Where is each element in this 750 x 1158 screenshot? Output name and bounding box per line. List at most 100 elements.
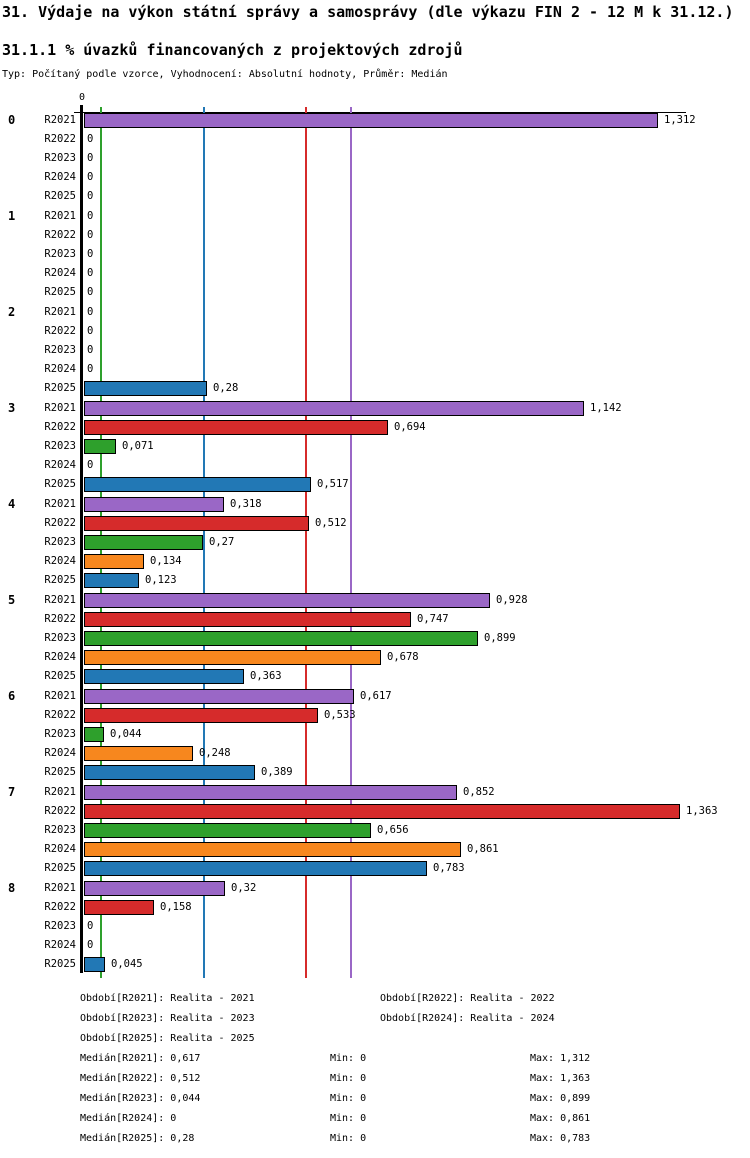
stats-median-value: Medián[R2021]: 0,617: [80, 1053, 201, 1064]
bar-row-6-R2023: R2023 0,044: [0, 725, 750, 744]
bar-group-1: 1 R2021 0 R2022 0 R2023 0 R2024 0 R2025 0: [0, 207, 750, 302]
series-row-label: R2025: [44, 670, 76, 682]
bar-row-1-R2023: R2023 0: [0, 245, 750, 264]
series-row-label: R2024: [44, 651, 76, 663]
bar-value-label: 0,656: [377, 824, 409, 836]
page-title: 31. Výdaje na výkon státní správy a samo…: [2, 3, 734, 21]
bar-R2025: [84, 957, 105, 972]
series-row-label: R2025: [44, 382, 76, 394]
stats-min-value: Min: 0: [330, 1093, 367, 1104]
bar-row-6-R2022: R2022 0,533: [0, 706, 750, 725]
bar-R2025: [84, 669, 244, 684]
bar-value-label: 0: [87, 229, 94, 241]
series-row-label: R2022: [44, 901, 76, 913]
series-row-label: R2025: [44, 766, 76, 778]
bar-value-label: 0,389: [261, 766, 293, 778]
series-row-label: R2023: [44, 920, 76, 932]
bar-row-2-R2024: R2024 0: [0, 360, 750, 379]
series-row-label: R2021: [44, 402, 76, 414]
bar-row-3-R2022: R2022 0,694: [0, 418, 750, 437]
series-row-label: R2024: [44, 555, 76, 567]
series-row-label: R2021: [44, 498, 76, 510]
stats-row: Medián[R2024]: 0 Min: 0 Max: 0,861: [0, 1109, 750, 1129]
series-row-label: R2025: [44, 574, 76, 586]
series-row-label: R2023: [44, 632, 76, 644]
chart-subtitle: 31.1.1 % úvazků financovaných z projekto…: [2, 41, 463, 59]
series-row-label: R2024: [44, 843, 76, 855]
stats-min-value: Min: 0: [330, 1133, 367, 1144]
bar-value-label: 0,27: [209, 536, 235, 548]
bar-row-3-R2023: R2023 0,071: [0, 437, 750, 456]
bar-row-5-R2024: R2024 0,678: [0, 648, 750, 667]
series-row-label: R2025: [44, 862, 76, 874]
stats-min-value: Min: 0: [330, 1113, 367, 1124]
legend-row: Období[R2025]: Realita - 2025: [0, 1029, 750, 1049]
bar-row-5-R2025: R2025 0,363: [0, 667, 750, 686]
bar-row-0-R2023: R2023 0: [0, 149, 750, 168]
bar-value-label: 0,899: [484, 632, 516, 644]
bar-R2023: [84, 439, 116, 454]
bar-value-label: 0: [87, 939, 94, 951]
series-row-label: R2023: [44, 440, 76, 452]
legend-entry: Období[R2021]: Realita - 2021: [80, 993, 255, 1004]
bar-group-5: 5 R2021 0,928 R2022 0,747 R2023 0,899 R2024 0,67…: [0, 591, 750, 686]
bar-R2021: [84, 881, 225, 896]
bar-R2024: [84, 842, 461, 857]
bar-value-label: 0,678: [387, 651, 419, 663]
legend-entry: Období[R2025]: Realita - 2025: [80, 1033, 255, 1044]
axis-top-line: [74, 112, 686, 113]
bar-value-label: 1,312: [664, 114, 696, 126]
bar-value-label: 0,852: [463, 786, 495, 798]
median-line-R2021: [350, 107, 352, 978]
bar-R2021: [84, 689, 354, 704]
series-row-label: R2024: [44, 939, 76, 951]
legend-entry: Období[R2023]: Realita - 2023: [80, 1013, 255, 1024]
bar-row-3-R2025: R2025 0,517: [0, 475, 750, 494]
bar-row-1-R2024: R2024 0: [0, 264, 750, 283]
series-row-label: R2025: [44, 478, 76, 490]
median-line-R2025: [203, 107, 205, 978]
stats-row: Medián[R2025]: 0,28 Min: 0 Max: 0,783: [0, 1129, 750, 1149]
bar-R2021: [84, 401, 584, 416]
series-row-label: R2022: [44, 613, 76, 625]
legend-row: Období[R2021]: Realita - 2021 Období[R202…: [0, 989, 750, 1009]
bar-row-2-R2022: R2022 0: [0, 322, 750, 341]
bar-row-0-R2025: R2025 0: [0, 187, 750, 206]
series-row-label: R2023: [44, 536, 76, 548]
bar-value-label: 0: [87, 344, 94, 356]
stats-max-value: Max: 1,363: [530, 1073, 591, 1084]
stats-max-value: Max: 0,783: [530, 1133, 591, 1144]
bar-value-label: 0: [87, 210, 94, 222]
bar-row-6-R2025: R2025 0,389: [0, 763, 750, 782]
bar-row-8-R2022: R2022 0,158: [0, 898, 750, 917]
bar-row-3-R2024: R2024 0: [0, 456, 750, 475]
bar-R2025: [84, 477, 311, 492]
bar-row-1-R2022: R2022 0: [0, 226, 750, 245]
bar-value-label: 0,517: [317, 478, 349, 490]
stats-row: Medián[R2021]: 0,617 Min: 0 Max: 1,312: [0, 1049, 750, 1069]
bar-R2023: [84, 631, 478, 646]
bar-group-7: 7 R2021 0,852 R2022 1,363 R2023 0,656 R2024 0,86…: [0, 783, 750, 878]
bar-row-5-R2022: R2022 0,747: [0, 610, 750, 629]
bar-value-label: 0,928: [496, 594, 528, 606]
bar-row-2-R2023: R2023 0: [0, 341, 750, 360]
bar-value-label: 0,694: [394, 421, 426, 433]
bar-R2025: [84, 573, 139, 588]
group-label: 8: [8, 881, 16, 895]
bar-value-label: 0,28: [213, 382, 239, 394]
bar-value-label: 0: [87, 267, 94, 279]
group-label: 1: [8, 209, 16, 223]
bar-value-label: 0,32: [231, 882, 257, 894]
chart-meta-line: Typ: Počítaný podle vzorce, Vyhodnocení:…: [2, 69, 448, 80]
bar-value-label: 0,617: [360, 690, 392, 702]
bar-value-label: 0: [87, 306, 94, 318]
group-label: 5: [8, 593, 16, 607]
bar-group-6: 6 R2021 0,617 R2022 0,533 R2023 0,044 R2024 0,24…: [0, 687, 750, 782]
series-row-label: R2021: [44, 882, 76, 894]
bar-row-7-R2025: R2025 0,783: [0, 859, 750, 878]
bar-row-7-R2024: R2024 0,861: [0, 840, 750, 859]
bar-value-label: 0: [87, 133, 94, 145]
bar-row-0-R2024: R2024 0: [0, 168, 750, 187]
bar-row-5-R2021: 5 R2021 0,928: [0, 591, 750, 610]
bar-value-label: 0,045: [111, 958, 143, 970]
